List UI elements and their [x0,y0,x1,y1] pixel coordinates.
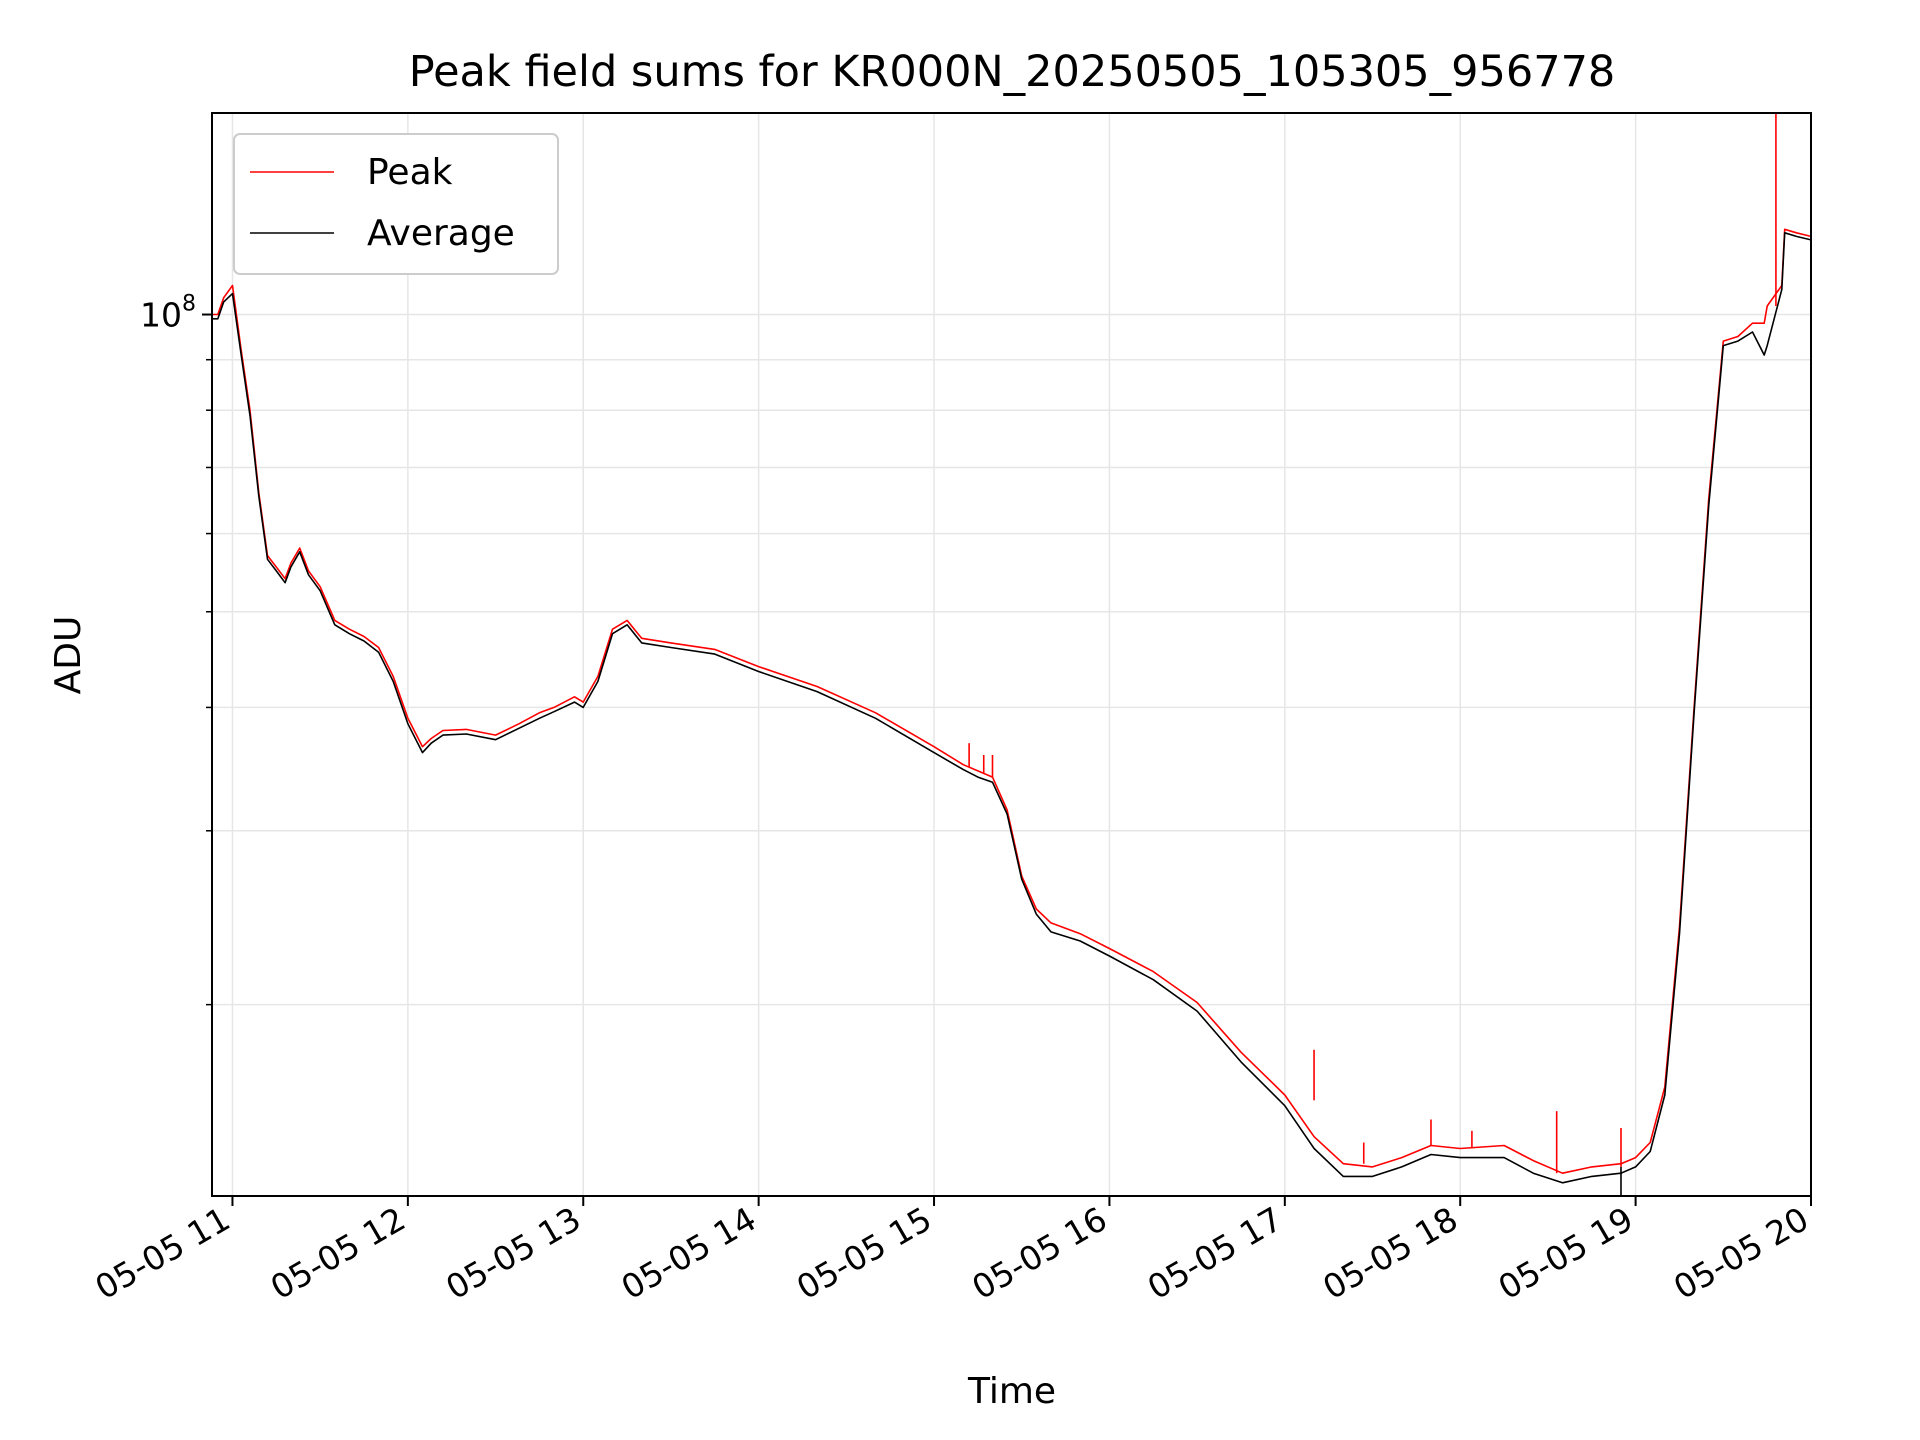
plot-frame [211,112,1812,1197]
legend-box [233,133,559,275]
legend-label-average: Average [367,213,515,254]
chart-title: Peak field sums for KR000N_20250505_1053… [409,47,1616,97]
x-axis-label: Time [967,1371,1056,1412]
y-axis-label: ADU [48,616,89,695]
y-axis: 108 [140,292,212,1006]
series-line-peak [212,228,1811,1174]
y-tick-label: 108 [140,292,196,335]
series-layer [212,113,1811,1196]
legend-label-peak: Peak [367,152,453,193]
series-line-average [212,232,1811,1184]
legend: Peak Average [233,133,559,275]
